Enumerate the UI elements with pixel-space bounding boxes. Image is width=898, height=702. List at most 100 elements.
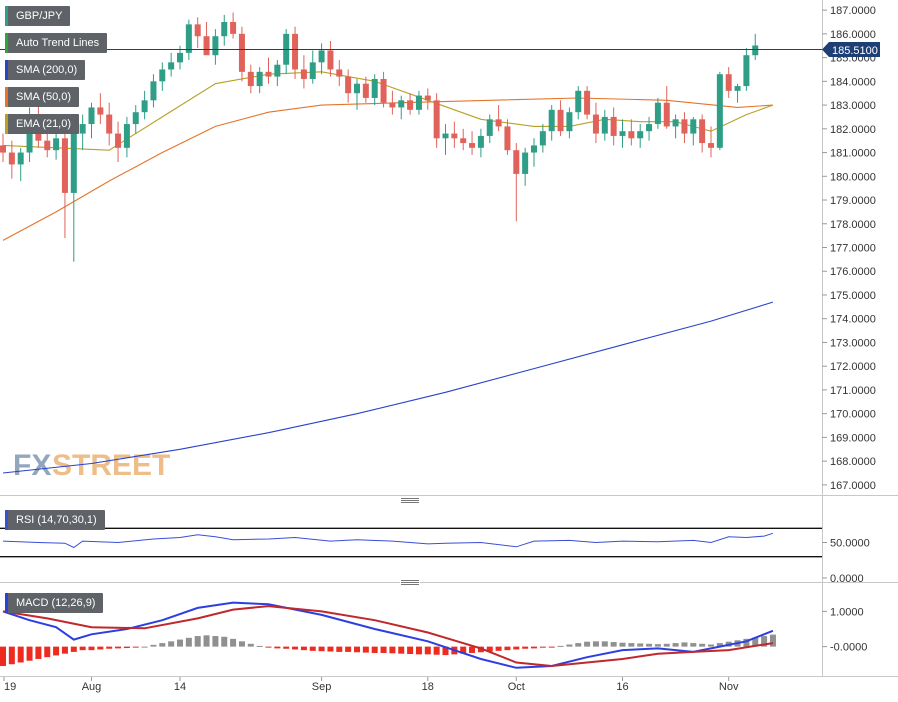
candle-bearish [61, 126, 68, 239]
candle-body [159, 69, 166, 82]
macd-histogram-bar [469, 646, 476, 653]
macd-tick-label: 1.0000 [830, 606, 864, 618]
candle-body [725, 74, 732, 91]
candle-bullish [318, 43, 325, 75]
fxstreet-watermark: FX STREET [13, 449, 170, 482]
macd-histogram-bar [283, 646, 290, 649]
candle-bearish [725, 67, 732, 98]
time-tick-label: Aug [82, 681, 102, 693]
candle-bullish [566, 107, 573, 139]
candle-body [79, 124, 86, 134]
candle-bearish [699, 114, 706, 153]
macd-histogram-bar [424, 646, 431, 655]
macd-histogram-bar [557, 645, 564, 647]
candle-bearish [513, 143, 520, 222]
candle-bearish [389, 90, 396, 115]
candle-body [371, 78, 378, 98]
macd-histogram-bar [495, 646, 502, 651]
candle-bullish [575, 86, 582, 120]
macd-histogram-bar [44, 646, 51, 658]
macd-histogram-bar [26, 646, 33, 661]
legend-sma50-label: SMA (50,0) [16, 91, 72, 103]
candle-bullish [531, 138, 537, 167]
candle-bullish [548, 105, 555, 141]
candle-bullish [522, 147, 529, 186]
macd-histogram-bar [300, 646, 307, 651]
candle-bearish [300, 55, 307, 89]
candle-body [637, 131, 644, 139]
price-tick-label: 172.0000 [830, 361, 876, 373]
legend-sma200[interactable]: SMA (200,0) [5, 60, 86, 80]
candle-body [309, 62, 316, 79]
candle-body [8, 152, 15, 165]
candle-body [486, 119, 493, 136]
macd-histogram-bar [115, 646, 122, 649]
macd-histogram-bar [345, 646, 352, 652]
price-tick-label: 169.0000 [830, 432, 876, 444]
candle-bullish [415, 90, 422, 115]
resize-handle-macd[interactable] [400, 579, 420, 585]
time-tick-label: Oct [508, 681, 525, 693]
time-tick-label: 18 [422, 681, 434, 693]
candle-body [681, 119, 688, 134]
candle-body [442, 133, 449, 139]
candle-body [212, 36, 219, 56]
candle-body [424, 95, 431, 101]
legend-auto-trend-lines[interactable]: Auto Trend Lines [5, 33, 108, 53]
price-tick-label: 181.0000 [830, 148, 876, 160]
candle-bullish [168, 52, 175, 77]
macd-histogram-bar [442, 646, 449, 656]
legend-ema21[interactable]: EMA (21,0) [5, 114, 80, 134]
macd-histogram-bar [601, 641, 608, 647]
macd-histogram-bar [380, 646, 387, 653]
macd-histogram-bar [61, 646, 68, 654]
macd-histogram-bar [221, 636, 228, 647]
price-tick-label: 170.0000 [830, 409, 876, 421]
macd-histogram-bar [619, 642, 626, 647]
candle-bearish [238, 26, 245, 82]
macd-histogram-bar [743, 638, 750, 647]
legend-ema21-label: EMA (21,0) [16, 118, 72, 130]
macd-histogram-bar [354, 646, 360, 653]
time-tick-label: 19 [4, 681, 16, 693]
legend-rsi[interactable]: RSI (14,70,30,1) [5, 510, 105, 530]
macd-histogram-bar [672, 643, 679, 647]
macd-histogram-bar [690, 643, 697, 647]
candle-bullish [309, 50, 316, 84]
candle-body [247, 71, 254, 87]
candle-body [362, 83, 369, 98]
candle-bullish [185, 19, 192, 60]
candle-body [433, 100, 440, 139]
macd-histogram-bar [88, 646, 95, 651]
price-axis: 187.0000186.0000185.0000184.0000183.0000… [822, 5, 876, 492]
rsi-tick-label: 50.0000 [830, 538, 870, 550]
macd-histogram-bar [35, 646, 42, 659]
macd-histogram-bar [238, 641, 245, 647]
candle-body [345, 76, 352, 94]
candle-bearish [345, 69, 352, 103]
macd-histogram-bar [8, 646, 15, 665]
candle-body [88, 107, 95, 125]
macd-histogram-bar [168, 641, 175, 647]
legend-sma50[interactable]: SMA (50,0) [5, 87, 80, 107]
candle-bearish [106, 102, 113, 146]
candle-body [97, 107, 104, 115]
candle-body [539, 131, 546, 146]
macd-histogram-bar [185, 637, 192, 647]
legend-sma200-label: SMA (200,0) [16, 64, 78, 76]
candle-bullish [672, 114, 679, 139]
price-tick-label: 173.0000 [830, 337, 876, 349]
macd-histogram-bar [548, 646, 555, 648]
price-tick-label: 171.0000 [830, 385, 876, 397]
price-tick-label: 186.0000 [830, 29, 876, 41]
time-tick-label: Sep [312, 681, 332, 693]
candle-body [203, 36, 210, 56]
legend-macd[interactable]: MACD (12,26,9) [5, 593, 104, 613]
legend-symbol[interactable]: GBP/JPY [5, 6, 71, 26]
candle-bearish [504, 119, 511, 155]
resize-handle-rsi[interactable] [400, 497, 420, 503]
macd-line [2, 601, 774, 669]
candle-body [451, 133, 458, 139]
macd-histogram-bar [522, 646, 529, 649]
macd-histogram-bar [699, 643, 706, 647]
